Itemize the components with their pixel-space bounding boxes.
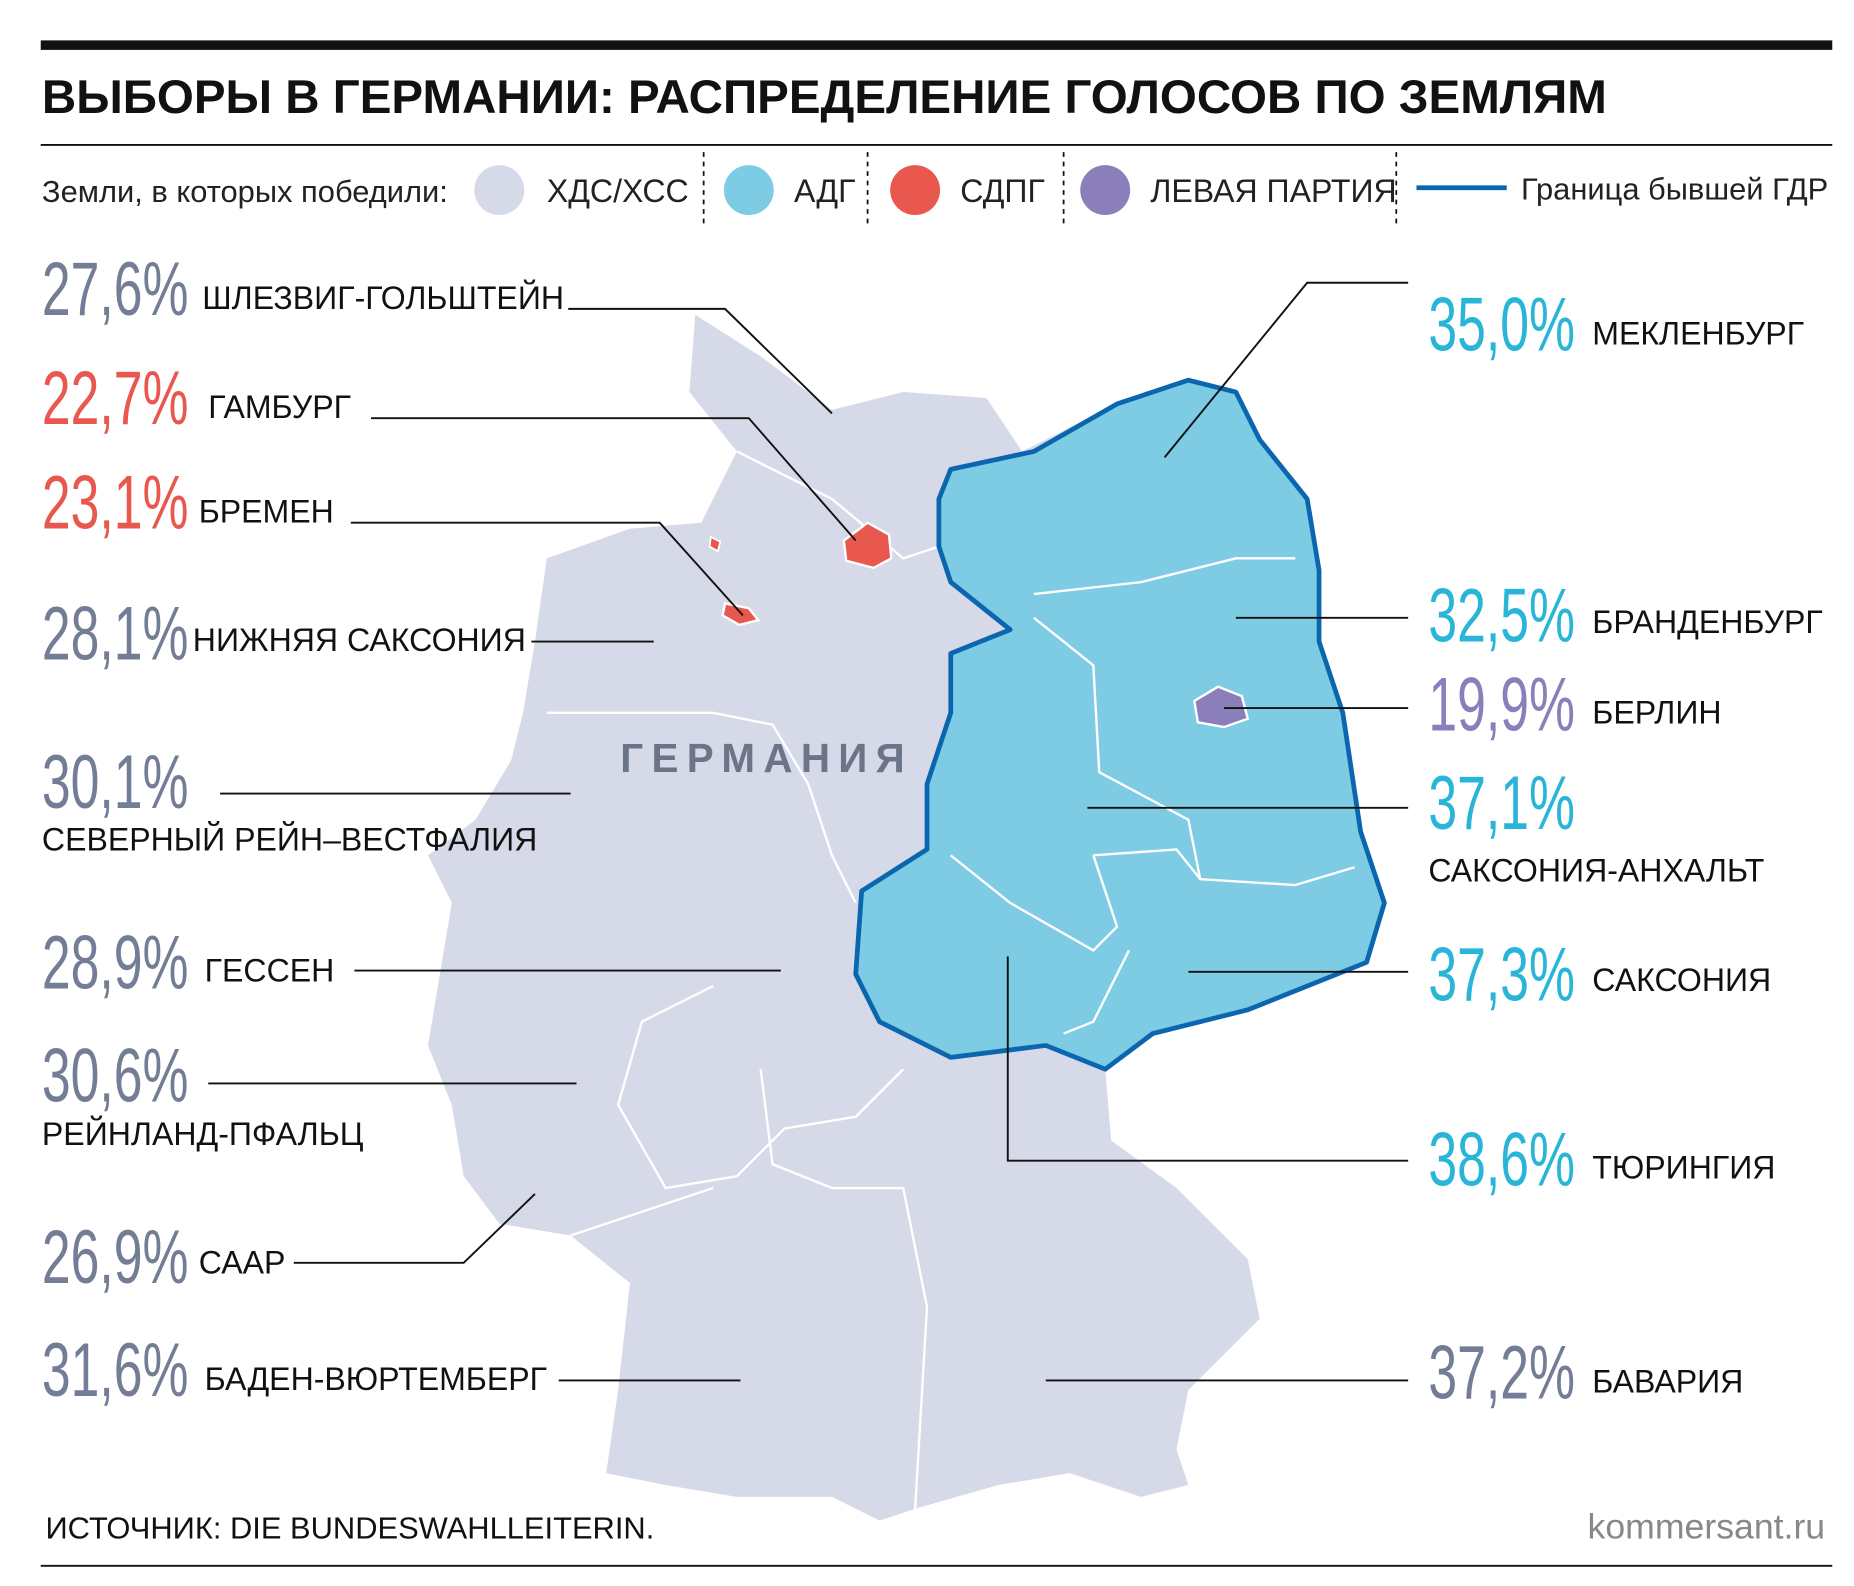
region-value: 30,1% <box>42 739 189 824</box>
region-name: БАВАРИЯ <box>1592 1363 1743 1399</box>
region-value: 22,7% <box>42 355 189 440</box>
region-value: 37,2% <box>1428 1329 1575 1414</box>
region-name: БАДЕН-ВЮРТЕМБЕРГ <box>205 1361 547 1397</box>
region-name: БРЕМЕН <box>199 494 334 530</box>
legend-entry: Граница бывшей ГДР <box>1521 172 1828 207</box>
berlin <box>1192 685 1250 729</box>
country-label: ГЕРМАНИЯ <box>620 735 913 781</box>
state-border <box>1033 557 1296 596</box>
state-border <box>616 984 905 1190</box>
region-labels: 27,6% ШЛЕЗВИГ-ГОЛЬШТЕЙН 22,7% ГАМБУРГ 23,1% Б… <box>42 246 1823 1415</box>
legend-swatch <box>474 165 525 216</box>
legend-swatch <box>1080 165 1131 216</box>
leader-line <box>1006 956 1409 1162</box>
leader-line <box>568 307 833 415</box>
leader-line <box>1163 281 1409 458</box>
state-border <box>546 711 857 904</box>
state-border <box>759 1069 929 1509</box>
legend-entry: АДГ <box>794 173 856 209</box>
region-name: САКСОНИЯ <box>1592 962 1771 998</box>
legend-entry: ЛЕВАЯ ПАРТИЯ <box>1150 173 1396 209</box>
state-border <box>1063 949 1131 1035</box>
bremen <box>721 602 761 627</box>
region-name: БРАНДЕНБУРГ <box>1592 604 1823 640</box>
region-name: ШЛЕЗВИГ-ГОЛЬШТЕЙН <box>202 280 564 316</box>
bremerhaven <box>708 535 722 553</box>
region-value: 38,6% <box>1428 1117 1575 1202</box>
region-value: 28,1% <box>42 590 189 675</box>
state-border <box>570 1186 714 1237</box>
legend-entry: ХДС/ХСС <box>547 173 689 209</box>
region-name: РЕЙНЛАНД-ПФАЛЬЦ <box>42 1116 364 1152</box>
region-value: 37,1% <box>1428 760 1575 845</box>
region-name: БЕРЛИН <box>1592 695 1721 731</box>
leader-line <box>371 417 857 542</box>
state-border <box>1033 616 1356 887</box>
region-name: ГАМБУРГ <box>208 389 351 425</box>
source: ИСТОЧНИК: DIE BUNDESWAHLLEITERIN. <box>45 1510 654 1545</box>
region-name: СЕВЕРНЫЙ РЕЙН–ВЕСТФАЛИЯ <box>42 822 537 858</box>
region-name: СААР <box>199 1245 286 1281</box>
top-rule <box>40 40 1833 50</box>
region-name: ТЮРИНГИЯ <box>1592 1150 1775 1186</box>
leader-line <box>350 521 744 617</box>
region-value: 28,9% <box>42 919 189 1004</box>
site: kommersant.ru <box>1588 1506 1826 1546</box>
former-gdr <box>853 377 1387 1072</box>
state-border <box>950 854 1119 952</box>
region-value: 27,6% <box>42 246 189 331</box>
region-name: МЕКЛЕНБУРГ <box>1592 316 1804 352</box>
region-value: 19,9% <box>1428 662 1575 747</box>
legend-entry: СДПГ <box>960 173 1045 209</box>
region-name: ГЕССЕН <box>205 952 335 988</box>
region-name: НИЖНЯЯ САКСОНИЯ <box>193 622 526 658</box>
region-value: 23,1% <box>42 460 189 545</box>
state-border <box>1093 848 1202 880</box>
legend-swatch <box>890 165 941 216</box>
region-value: 26,9% <box>42 1214 189 1299</box>
region-value: 30,6% <box>42 1032 189 1117</box>
legend-label: Земли, в которых победили: <box>42 174 448 209</box>
legend-swatch <box>723 165 774 216</box>
region-value: 35,0% <box>1428 281 1575 366</box>
leader-line <box>293 1193 536 1264</box>
region-name: САКСОНИЯ-АНХАЛЬТ <box>1428 853 1764 889</box>
map: ГЕРМАНИЯ <box>428 314 1387 1521</box>
region-value: 37,3% <box>1428 931 1575 1016</box>
region-value: 31,6% <box>42 1327 189 1412</box>
region-value: 32,5% <box>1428 573 1575 658</box>
hamburg <box>842 521 893 570</box>
title: ВЫБОРЫ В ГЕРМАНИИ: РАСПРЕДЕЛЕНИЕ ГОЛОСОВ… <box>42 71 1607 124</box>
legend: Земли, в которых победили: ХДС/ХСС АДГ СДПГ… <box>42 152 1828 224</box>
